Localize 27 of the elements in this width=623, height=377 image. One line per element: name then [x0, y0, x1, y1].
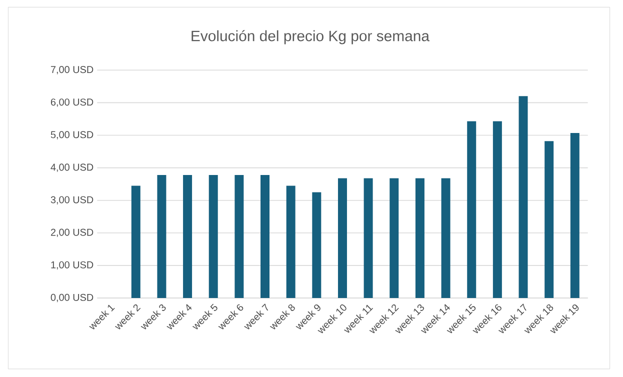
- bar: [234, 174, 244, 298]
- bar: [260, 174, 270, 298]
- bar: [544, 141, 554, 298]
- bar: [286, 186, 296, 298]
- bar: [338, 178, 347, 298]
- bar: [312, 192, 322, 298]
- bar: [157, 174, 166, 298]
- chart-title: Evolución del precio Kg por semana: [192, 30, 430, 44]
- y-tick-label: 4,00 USD: [50, 164, 94, 172]
- y-tick-label: 1,00 USD: [51, 261, 94, 270]
- y-tick-label: 6,00 USD: [50, 98, 94, 107]
- bar: [183, 174, 192, 298]
- bar: [518, 96, 528, 298]
- bar: [570, 132, 580, 298]
- bar: [390, 178, 399, 298]
- y-tick-label: 5,00 USD: [50, 131, 94, 140]
- bar: [208, 174, 218, 298]
- bar: [467, 121, 476, 298]
- bar: [441, 178, 450, 298]
- bar: [415, 178, 424, 298]
- bar: [364, 178, 373, 298]
- y-tick-label: 2,00 USD: [50, 228, 94, 237]
- y-tick-label: 0,00 USD: [50, 294, 94, 302]
- bar: [492, 121, 502, 298]
- y-tick-label: 3,00 USD: [50, 196, 94, 204]
- bar: [131, 186, 140, 298]
- y-tick-label: 7,00 USD: [50, 66, 94, 74]
